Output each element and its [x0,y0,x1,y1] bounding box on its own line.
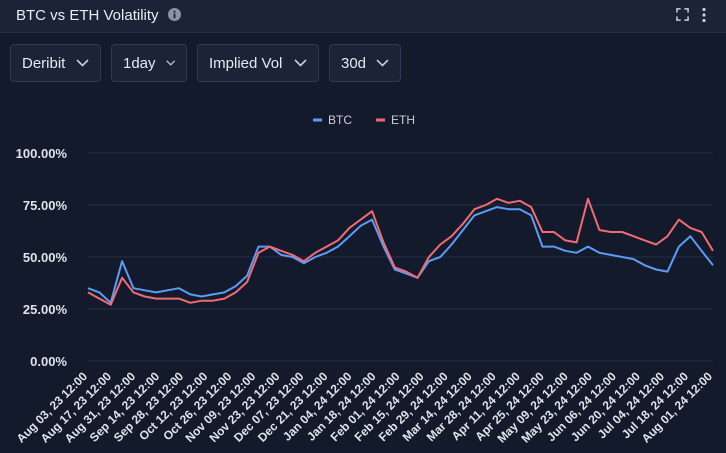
y-tick-label: 75.00% [23,198,68,213]
panel-header: BTC vs ETH Volatility [0,0,726,33]
exchange-dropdown[interactable]: Deribit [10,44,101,82]
chevron-down-icon [294,59,307,67]
chevron-down-icon [376,59,389,67]
chevron-down-icon [76,59,89,67]
chevron-down-icon [165,60,175,66]
y-tick-label: 0.00% [30,354,67,369]
more-vertical-icon[interactable] [700,7,708,23]
series-line-eth [87,197,714,306]
y-tick-label: 100.00% [16,146,68,161]
legend-label-btc: BTC [328,113,352,127]
tenor-dropdown-label: 30d [341,54,367,72]
series-line-btc [87,206,714,304]
exchange-dropdown-label: Deribit [22,54,66,72]
info-icon[interactable] [168,8,181,21]
volatility-chart: 0.00%25.00%50.00%75.00%100.00%Aug 03, 23… [14,113,716,446]
page-title: BTC vs ETH Volatility [16,7,159,24]
y-tick-label: 25.00% [23,302,68,317]
tenor-dropdown[interactable]: 30d [329,44,401,82]
expand-icon[interactable] [676,8,689,21]
metric-dropdown-label: Implied Vol [209,54,283,72]
y-tick-label: 50.00% [23,250,68,265]
interval-dropdown-label: 1day [123,54,156,72]
metric-dropdown[interactable]: Implied Vol [197,44,319,82]
legend-label-eth: ETH [391,113,415,127]
interval-dropdown[interactable]: 1day [111,44,187,82]
